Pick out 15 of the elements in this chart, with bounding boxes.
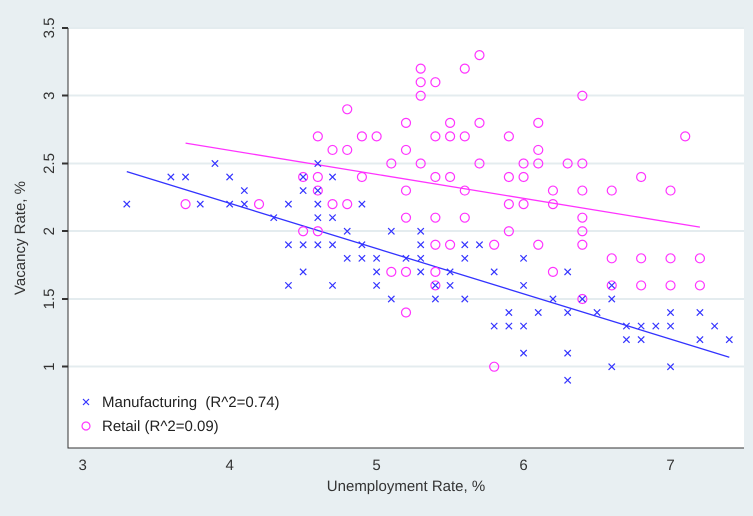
x-tick-label: 3 (78, 457, 87, 474)
y-axis-title: Vacancy Rate, % (12, 181, 30, 295)
x-tick-label: 7 (666, 457, 675, 474)
y-tick-label: 2.5 (41, 153, 58, 174)
y-tick-label: 1.5 (41, 288, 58, 310)
y-tick-label: 3 (41, 92, 58, 100)
x-tick-label: 4 (225, 457, 234, 474)
legend-label: Retail (R^2=0.09) (102, 418, 219, 436)
legend-label: Manufacturing (R^2=0.74) (102, 394, 280, 412)
x-tick-label: 6 (519, 457, 528, 474)
x-tick-label: 5 (372, 457, 381, 474)
y-tick-label: 1 (41, 362, 58, 371)
y-tick-label: 3.5 (41, 18, 58, 38)
x-axis-title: Unemployment Rate, % (326, 478, 486, 496)
y-tick-label: 2 (41, 227, 58, 236)
